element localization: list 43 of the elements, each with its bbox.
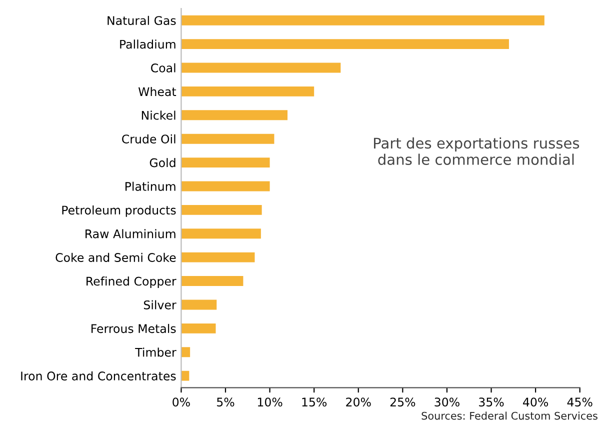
bar [181,62,341,73]
y-tick-label: Refined Copper [86,276,176,288]
y-tick-label: Ferrous Metals [92,324,176,334]
bar [181,15,544,26]
y-tick-label: Gold [150,158,176,168]
bar [181,110,288,120]
bar [181,39,509,50]
y-tick-label: Raw Aluminium [86,229,176,238]
bar [181,300,217,310]
y-tick-label: Wheat [138,86,176,96]
y-tick-label: Coke and Semi Coke [56,252,176,262]
x-tick-label: 10% [258,398,282,407]
x-tick-label: 20% [346,398,371,407]
bar [181,347,190,358]
x-tick-label: 15% [302,398,327,407]
y-tick-label: Crude Oil [122,134,176,144]
y-tick-label: Palladium [120,40,176,49]
bar [181,323,216,334]
x-tick-label: 0% [172,398,190,407]
y-tick-label: Iron Ore and Concentrates [21,371,176,380]
bar [181,134,274,144]
x-tick-label: 40% [523,398,548,407]
y-tick-label: Silver [144,300,176,310]
y-tick-label: Coal [151,63,176,72]
y-tick-label: Timber [135,348,176,357]
source-note: Sources: Federal Custom Services [422,412,598,420]
bar [181,158,270,168]
bar [181,228,261,239]
x-tick-label: 45% [567,398,592,407]
bar [181,181,270,192]
x-tick-label: 30% [434,398,460,407]
x-tick-label: 35% [479,398,504,407]
y-tick-label: Petroleum products [62,205,176,217]
bar [181,86,314,96]
x-tick-label: 25% [390,398,416,407]
y-tick-label: Nickel [142,110,176,120]
y-tick-label: Natural Gas [108,16,176,26]
bar [181,276,244,286]
annotation: Part des exportations russes dans le commerce mondial [374,137,580,165]
y-tick-label: Platinum [125,182,176,191]
bar [181,252,255,262]
bar [181,204,262,215]
x-tick-label: 5% [217,398,234,407]
